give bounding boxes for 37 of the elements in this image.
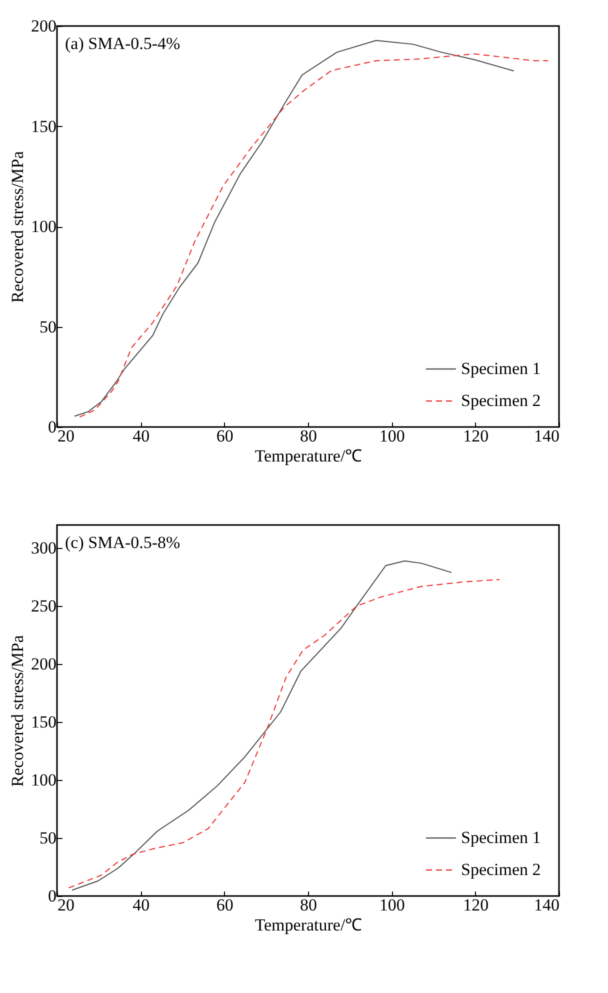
y-tick-label: 0	[48, 418, 56, 436]
y-tick-label: 50	[40, 317, 56, 336]
y-axis-title: Recovered stress/MPa	[8, 634, 27, 787]
x-tick-label: 80	[300, 896, 317, 914]
x-tick-label: 60	[216, 426, 234, 446]
x-tick-label: 140	[534, 426, 560, 446]
x-axis-title: Temperature/℃	[254, 916, 362, 934]
x-tick-label: 60	[216, 896, 234, 914]
chart-title: (a) SMA-0.5-4%	[65, 34, 180, 53]
x-tick-label: 20	[58, 896, 74, 914]
legend-label: Specimen 1	[461, 359, 541, 378]
y-tick-label: 100	[31, 217, 56, 236]
x-tick-label: 80	[300, 426, 317, 446]
y-tick-label: 50	[40, 828, 56, 848]
y-tick-label: 0	[48, 886, 56, 906]
y-tick-label: 100	[31, 770, 56, 790]
y-tick-label: 200	[31, 16, 56, 36]
x-tick-label: 40	[132, 426, 150, 446]
x-tick-label: 140	[534, 896, 560, 914]
x-axis-title: Temperature/℃	[254, 446, 362, 466]
legend-label: Specimen 2	[461, 391, 541, 410]
x-tick-label: 120	[463, 426, 489, 446]
x-tick-label: 100	[379, 896, 405, 914]
text: (c) SMA-0.5-8%	[65, 533, 180, 552]
line-series	[72, 560, 452, 891]
legend-label: Specimen 1	[461, 828, 541, 847]
y-axis-title: Recovered stress/MPa	[8, 150, 27, 303]
x-tick-label: 40	[132, 896, 150, 914]
y-tick-label: 300	[31, 538, 56, 558]
x-tick-label: 120	[463, 896, 489, 914]
y-tick-label: 150	[31, 116, 56, 136]
y-tick-label: 250	[31, 596, 56, 616]
x-tick-label: 100	[379, 426, 405, 446]
y-tick-label: 200	[31, 654, 56, 674]
legend-label: Specimen 2	[461, 860, 541, 879]
x-tick-label: 20	[58, 426, 74, 446]
y-tick-label: 150	[31, 712, 56, 732]
